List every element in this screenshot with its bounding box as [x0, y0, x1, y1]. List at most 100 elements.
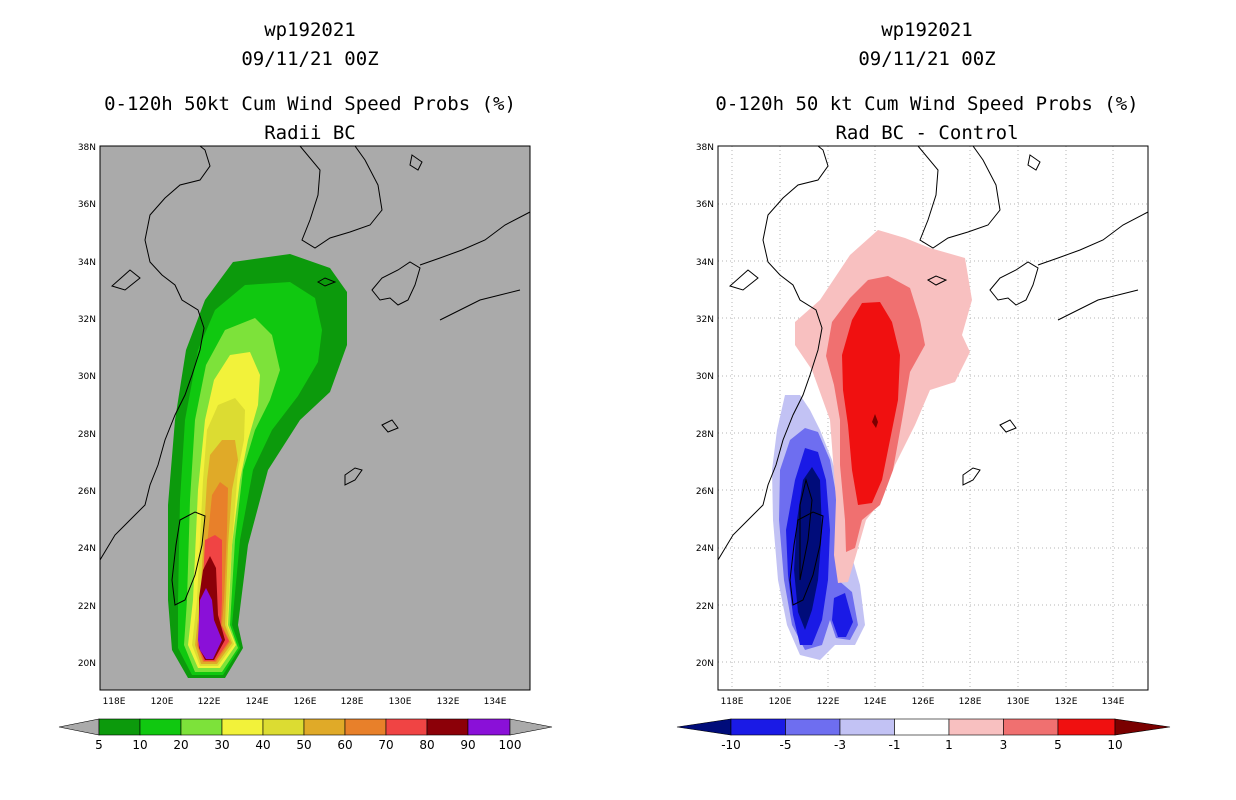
left-lat-tick: 20N [78, 659, 96, 669]
left-datetime: 09/11/21 00Z [241, 48, 379, 70]
right-lat-tick: 26N [696, 487, 714, 497]
diff-pos-5 [842, 302, 900, 505]
left-lat-tick: 38N [78, 143, 96, 153]
left-lat-tick: 36N [78, 200, 96, 210]
left-map: 38N 36N 34N 32N 30N 28N 26N 24N 22N 20N … [78, 143, 531, 707]
right-subtitle: Rad BC - Control [835, 122, 1019, 144]
right-map-frame [717, 145, 1149, 691]
left-colorbar-label: 90 [460, 738, 475, 752]
left-lon-ticks: 118E 120E 122E 124E 126E 128E 130E 132E … [103, 697, 507, 707]
right-colorbar-labels: -10 -5 -3 -1 1 3 5 10 [721, 738, 1122, 752]
left-colorbar-swatch [303, 718, 346, 736]
right-lon-tick: 130E [1007, 697, 1030, 707]
left-colorbar-swatch [221, 718, 264, 736]
right-lat-tick: 22N [696, 602, 714, 612]
diff-pos-10 [872, 414, 878, 428]
left-colorbar-over-arrow [509, 718, 553, 736]
prob-contour-90 [198, 588, 222, 659]
right-colorbar-label: 1 [945, 738, 953, 752]
left-colorbar [58, 718, 553, 736]
left-lon-tick: 130E [389, 697, 412, 707]
left-coastlines [100, 146, 530, 606]
left-colorbar-swatch [180, 718, 223, 736]
right-colorbar [676, 718, 1171, 736]
left-lon-tick: 120E [151, 697, 174, 707]
left-colorbar-label: 50 [296, 738, 311, 752]
left-storm-id: wp192021 [264, 19, 356, 41]
right-product-title: 0-120h 50 kt Cum Wind Speed Probs (%) [715, 93, 1139, 115]
right-lat-tick: 28N [696, 430, 714, 440]
left-colorbar-swatch [426, 718, 469, 736]
left-lat-tick: 30N [78, 372, 96, 382]
right-lon-ticks: 118E 120E 122E 124E 126E 128E 130E 132E … [721, 697, 1125, 707]
left-colorbar-swatch [467, 718, 511, 736]
left-colorbar-label: 100 [499, 738, 522, 752]
left-colorbar-labels: 5 10 20 30 40 50 60 70 80 90 100 [95, 738, 521, 752]
right-lat-ticks: 38N 36N 34N 32N 30N 28N 26N 24N 22N 20N [696, 143, 714, 669]
diff-neg-10 [794, 467, 822, 630]
right-lon-tick: 132E [1055, 697, 1078, 707]
right-difference-field [772, 230, 972, 660]
right-title-block: wp192021 09/11/21 00Z 0-120h 50 kt Cum W… [652, 16, 1202, 148]
left-colorbar-label: 70 [378, 738, 393, 752]
right-colorbar-label: -3 [834, 738, 846, 752]
left-colorbar-swatch [344, 718, 387, 736]
left-lon-tick: 128E [341, 697, 364, 707]
left-colorbar-label: 60 [337, 738, 352, 752]
right-colorbar-swatch [948, 718, 1004, 736]
left-colorbar-label: 40 [255, 738, 270, 752]
right-lat-tick: 20N [696, 659, 714, 669]
left-colorbar-swatch [139, 718, 182, 736]
right-lon-tick: 134E [1102, 697, 1125, 707]
right-lat-tick: 32N [696, 315, 714, 325]
left-product-title: 0-120h 50kt Cum Wind Speed Probs (%) [104, 93, 516, 115]
right-lat-tick: 36N [696, 200, 714, 210]
right-colorbar-under-arrow [676, 718, 732, 736]
right-colorbar-swatch [1003, 718, 1059, 736]
right-colorbar-swatch [730, 718, 786, 736]
left-lon-tick: 126E [294, 697, 317, 707]
right-colorbar-label: 5 [1054, 738, 1062, 752]
right-lon-tick: 120E [769, 697, 792, 707]
left-subtitle: Radii BC [264, 122, 356, 144]
left-colorbar-label: 80 [419, 738, 434, 752]
right-lat-tick: 34N [696, 258, 714, 268]
left-colorbar-label: 20 [173, 738, 188, 752]
right-lon-tick: 126E [912, 697, 935, 707]
left-colorbar-label: 5 [95, 738, 103, 752]
left-lat-tick: 34N [78, 258, 96, 268]
left-lat-tick: 28N [78, 430, 96, 440]
right-colorbar-label: 10 [1107, 738, 1122, 752]
left-colorbar-under-arrow [58, 718, 100, 736]
left-colorbar-label: 10 [132, 738, 147, 752]
right-colorbar-swatch [1057, 718, 1116, 736]
right-colorbar-swatch [839, 718, 895, 736]
left-map-background [100, 146, 530, 690]
right-datetime: 09/11/21 00Z [858, 48, 996, 70]
right-colorbar-label: -10 [721, 738, 741, 752]
right-colorbar-label: 3 [1000, 738, 1008, 752]
left-lon-tick: 122E [198, 697, 221, 707]
left-map-frame [99, 145, 531, 691]
right-colorbar-swatch [785, 718, 841, 736]
left-lat-tick: 22N [78, 602, 96, 612]
left-lat-tick: 32N [78, 315, 96, 325]
right-lon-tick: 118E [721, 697, 744, 707]
left-lat-tick: 24N [78, 544, 96, 554]
left-lat-ticks: 38N 36N 34N 32N 30N 28N 26N 24N 22N 20N [78, 143, 96, 669]
left-probability-field [168, 254, 347, 678]
left-colorbar-label: 30 [214, 738, 229, 752]
right-lat-tick: 38N [696, 143, 714, 153]
left-lon-tick: 124E [246, 697, 269, 707]
right-coastlines [718, 146, 1148, 606]
right-storm-id: wp192021 [881, 19, 973, 41]
right-lon-tick: 128E [959, 697, 982, 707]
left-title-block: wp192021 09/11/21 00Z 0-120h 50kt Cum Wi… [35, 16, 585, 148]
right-map: 38N 36N 34N 32N 30N 28N 26N 24N 22N 20N … [696, 143, 1149, 707]
right-lat-tick: 30N [696, 372, 714, 382]
right-colorbar-over-arrow [1114, 718, 1171, 736]
left-colorbar-swatch [262, 718, 305, 736]
right-lat-tick: 24N [696, 544, 714, 554]
right-colorbar-label: -5 [780, 738, 792, 752]
